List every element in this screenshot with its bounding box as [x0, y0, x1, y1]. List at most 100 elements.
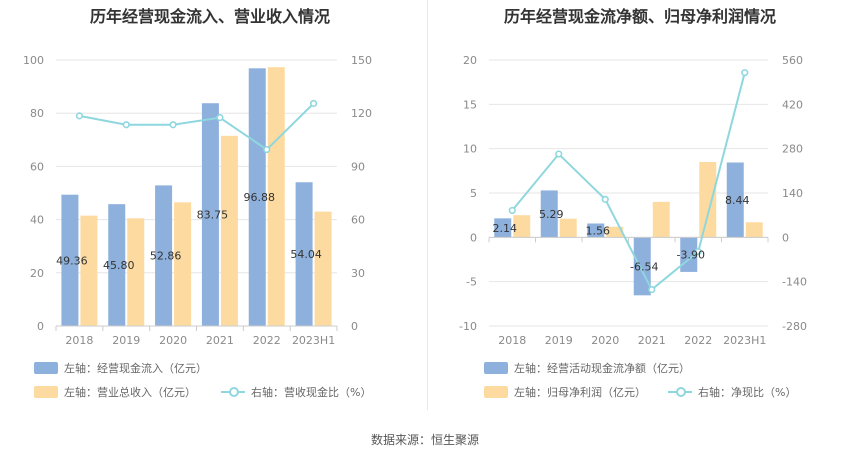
legend-label: 右轴：净现比（%） [698, 386, 797, 399]
x-tick-label: 2019 [545, 334, 573, 347]
ratio-point [169, 121, 177, 129]
ratio-point [741, 69, 749, 77]
y-right-tick-label: -280 [782, 320, 807, 333]
y-right-tick-label: 150 [351, 54, 372, 67]
x-tick-label: 2018 [65, 334, 93, 347]
bar-primary [726, 162, 744, 238]
y-left-tick-label: 20 [30, 267, 44, 280]
y-right-tick-label: 280 [782, 143, 803, 156]
bar-data-label: 49.36 [56, 254, 88, 267]
x-tick-label: 2023H1 [723, 334, 766, 347]
x-tick-label: 2022 [684, 334, 712, 347]
x-tick-label: 2019 [112, 334, 140, 347]
ratio-point [508, 206, 516, 215]
y-left-tick-label: 5 [470, 187, 477, 200]
bar-secondary [80, 215, 98, 326]
bar-data-label: 96.88 [244, 191, 276, 204]
ratio-point [309, 99, 318, 108]
x-tick-label: 2021 [206, 334, 234, 347]
bar-secondary [127, 218, 145, 326]
bar-secondary [220, 135, 238, 326]
legend-item-revenue[interactable]: 左轴：营业总收入（亿元） [34, 384, 196, 400]
bar-data-label: 54.04 [290, 248, 322, 261]
bar-primary [61, 194, 79, 326]
bar-secondary [745, 222, 763, 238]
y-left-tick-label: -5 [466, 276, 477, 289]
legend-swatch-orange [34, 386, 58, 398]
ratio-point [75, 112, 84, 120]
legend-item-net-cash-ratio[interactable]: 右轴：净现比（%） [668, 384, 796, 400]
x-tick-label: 2018 [498, 334, 526, 347]
x-tick-label: 2023H1 [292, 334, 335, 347]
chart-title-right: 历年经营现金流净额、归母净利润情况 [503, 7, 776, 26]
y-left-tick-label: -10 [459, 320, 477, 333]
chart-title-left: 历年经营现金流入、营业收入情况 [89, 7, 330, 26]
y-right-tick-label: 120 [351, 107, 372, 120]
ratio-point [216, 114, 224, 122]
bar-primary [248, 68, 266, 327]
ratio-point [648, 285, 656, 294]
y-left-tick-label: 0 [470, 231, 477, 244]
y-left-tick-label: 60 [30, 160, 44, 173]
bar-primary [201, 103, 219, 326]
bar-secondary [559, 218, 577, 238]
bar-primary [295, 182, 313, 326]
y-left-tick-label: 0 [37, 320, 44, 333]
chart-right: -10 -5 0 5 10 15 20 -280 -140 0 140 280 420 560 2018 20… [459, 54, 807, 347]
legend-swatch-blue [34, 362, 58, 374]
bar-data-label: 45.80 [103, 259, 135, 272]
bar-primary [587, 223, 605, 238]
bar-data-label: 2.14 [493, 222, 518, 235]
bar-secondary [652, 201, 670, 238]
bar-data-label: 1.56 [586, 224, 611, 237]
legend-label: 左轴：经营现金流入（亿元） [64, 362, 207, 375]
legend-swatch-line [668, 386, 692, 398]
ratio-point [601, 195, 609, 203]
y-left-tick-label: 10 [463, 143, 477, 156]
data-source: 数据来源：恒生聚源 [370, 433, 479, 447]
bar-data-label: -6.54 [630, 260, 658, 273]
legend-item-net-cash-flow[interactable]: 左轴：经营活动现金流净额（亿元） [484, 360, 690, 376]
y-left-tick-label: 20 [463, 54, 477, 67]
y-right-tick-label: 0 [351, 320, 358, 333]
x-tick-label: 2020 [159, 334, 187, 347]
bar-data-label: 83.75 [197, 209, 229, 222]
bar-primary [540, 190, 558, 238]
legend-swatch-blue [484, 362, 508, 374]
legend-label: 左轴：经营活动现金流净额（亿元） [514, 362, 690, 375]
y-right-tick-label: 0 [782, 231, 789, 244]
legend-item-net-profit[interactable]: 左轴：归母净利润（亿元） [484, 384, 646, 400]
ratio-point [555, 150, 563, 158]
bar-data-label: 8.44 [725, 194, 750, 207]
x-tick-label: 2021 [638, 334, 666, 347]
y-right-tick-label: 560 [782, 54, 803, 67]
legend-label: 左轴：归母净利润（亿元） [514, 386, 646, 399]
legend-swatch-orange [484, 386, 508, 398]
bar-data-label: 52.86 [150, 250, 182, 263]
bar-secondary [174, 202, 192, 326]
legend-swatch-line [221, 386, 245, 398]
legend-label: 左轴：营业总收入（亿元） [64, 386, 196, 399]
legend-item-cash-ratio[interactable]: 右轴：营收现金比（%） [221, 384, 371, 400]
y-right-tick-label: 30 [351, 267, 365, 280]
y-left-tick-label: 40 [30, 214, 44, 227]
bar-primary [108, 204, 126, 326]
bar-secondary [513, 215, 531, 238]
y-right-tick-label: -140 [782, 276, 807, 289]
ratio-line [511, 72, 746, 292]
y-right-tick-label: 140 [782, 187, 803, 200]
y-left-tick-label: 80 [30, 107, 44, 120]
ratio-line [79, 102, 315, 151]
y-right-tick-label: 90 [351, 160, 365, 173]
bar-secondary [314, 211, 332, 326]
bar-primary [155, 185, 173, 326]
bar-data-label: -3.90 [677, 249, 705, 262]
ratio-point [263, 145, 271, 154]
legend-item-cash-inflow[interactable]: 左轴：经营现金流入（亿元） [34, 360, 207, 376]
legend-label: 右轴：营收现金比（%） [251, 386, 372, 399]
ratio-point [122, 121, 130, 129]
chart-left: 0 20 40 60 80 100 0 30 60 90 120 150 2018 2019 2020 202… [23, 54, 372, 347]
bar-secondary [267, 67, 285, 326]
bar-secondary [699, 161, 717, 238]
bar-data-label: 5.29 [539, 208, 564, 221]
